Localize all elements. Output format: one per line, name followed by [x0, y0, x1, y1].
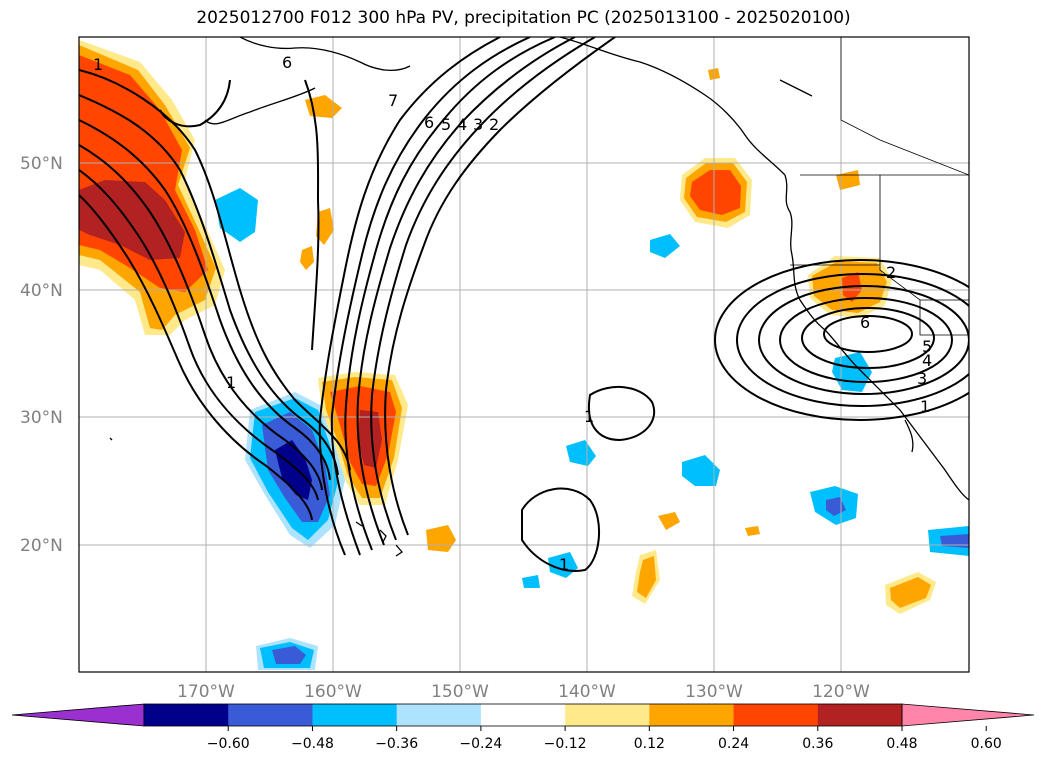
- pv-contour-labels: 6 7 6 5 4 3 2 1 1 2 6 5 4 3 1 1 1: [93, 53, 932, 574]
- precip-anomaly-positive: [690, 170, 741, 215]
- pv-contour-label: 6: [282, 53, 292, 72]
- colorbar-outline: [143, 703, 903, 727]
- lat-label-40n: 40°N: [20, 281, 63, 301]
- pv-contour-line: [521, 487, 601, 572]
- precip-anomaly-negative: [522, 575, 540, 588]
- precip-anomaly-negative: [566, 440, 596, 466]
- precip-anomaly-positive: [745, 526, 760, 536]
- pv-contour-label: 3: [473, 115, 483, 134]
- colorbar-bin: [565, 704, 650, 726]
- pv-contour-line: [79, 94, 339, 476]
- pv-contour-line: [79, 119, 331, 481]
- pv-contours: [79, 37, 969, 572]
- latitude-labels: 50°N 40°N 30°N 20°N: [20, 154, 63, 556]
- colorbar-bin: [144, 704, 229, 726]
- pv-contour-line: [384, 37, 616, 536]
- colorbar-bin: [733, 704, 819, 726]
- precip-anomaly-positive: [637, 556, 656, 598]
- precip-anomaly-positive: [358, 410, 382, 468]
- pv-contour-line: [758, 285, 969, 395]
- precip-anomaly-positive: [426, 525, 456, 552]
- colorbar-tick-label: 0.24: [718, 736, 749, 752]
- colorbar-tick-label: −0.12: [544, 736, 587, 752]
- pv-contour-label: 1: [559, 555, 569, 574]
- lon-label-170w: 170°W: [177, 682, 235, 702]
- lat-label-20n: 20°N: [20, 536, 63, 556]
- pv-contour-line: [714, 259, 969, 421]
- pv-contour-line: [370, 37, 596, 541]
- colorbar-tick-label: 0.36: [802, 736, 833, 752]
- pv-contour-line: [318, 37, 501, 556]
- pv-contour-line: [330, 37, 531, 556]
- colorbar-tick-label: −0.24: [459, 736, 502, 752]
- lon-label-130w: 130°W: [685, 682, 743, 702]
- lon-label-150w: 150°W: [431, 682, 489, 702]
- pv-contour-label: 6: [860, 313, 870, 332]
- pv-contour-line: [801, 307, 935, 369]
- precip-anomaly-positive: [300, 246, 314, 270]
- colorbar-bin: [396, 704, 482, 726]
- pv-contour-line: [79, 169, 319, 501]
- pv-contour-label: 1: [920, 397, 930, 416]
- pv-contour-label: 5: [441, 115, 451, 134]
- pv-contour-label: 6: [424, 113, 434, 132]
- pv-contour-line: [823, 315, 913, 353]
- pv-contour-label: 2: [886, 263, 896, 282]
- pv-contour-label: 4: [922, 351, 932, 370]
- pv-contour-line: [159, 79, 231, 128]
- colorbar-tick-label: −0.60: [207, 736, 250, 752]
- pv-contour-label: 7: [388, 91, 398, 110]
- lon-label-160w: 160°W: [304, 682, 362, 702]
- colorbar-tick-label: −0.48: [291, 736, 334, 752]
- colorbar: −0.60 −0.48 −0.36 −0.24 −0.12 0.12 0.24 0.36 0.4…: [11, 703, 1035, 752]
- figure-title: 2025012700 F012 300 hPa PV, precipitatio…: [196, 8, 851, 28]
- colorbar-bin: [649, 704, 735, 726]
- pv-contour-line: [304, 79, 320, 351]
- pv-contour-label: 1: [584, 407, 594, 426]
- pv-contour-line: [344, 37, 556, 551]
- pv-contour-label: 4: [457, 115, 467, 134]
- precip-anomaly-positive: [836, 170, 860, 190]
- map-frame: [78, 36, 970, 673]
- precip-anomaly-positive: [658, 512, 680, 530]
- lat-label-50n: 50°N: [20, 154, 63, 174]
- pv-contour-line: [79, 144, 323, 491]
- lat-label-30n: 30°N: [20, 408, 63, 428]
- colorbar-tick-label: −0.36: [375, 736, 418, 752]
- lon-label-140w: 140°W: [558, 682, 616, 702]
- precip-anomaly-positive: [316, 208, 334, 245]
- colorbar-bin: [480, 704, 566, 726]
- pv-contour-label: 2: [489, 115, 499, 134]
- map-plot-area: 6 7 6 5 4 3 2 1 1 2 6 5 4 3 1 1 1: [79, 37, 969, 672]
- colorbar-tick-label: 0.60: [971, 736, 1002, 752]
- pv-contour-line: [736, 273, 969, 407]
- precip-anomaly-negative: [650, 234, 680, 258]
- pv-contour-line: [587, 385, 656, 442]
- colorbar-extend-max: [901, 703, 1035, 727]
- lon-label-120w: 120°W: [812, 682, 870, 702]
- pv-contour-line: [79, 194, 313, 521]
- colorbar-bin: [228, 704, 313, 726]
- longitude-labels: 170°W 160°W 150°W 140°W 130°W 120°W: [177, 682, 870, 702]
- colorbar-tick-label: 0.48: [886, 736, 917, 752]
- precip-anomaly-negative: [215, 188, 258, 242]
- pv-contour-line: [779, 297, 953, 383]
- precip-anomaly-negative: [940, 534, 969, 548]
- precip-anomaly-negative: [682, 455, 720, 486]
- pv-contour-label: 5: [922, 337, 932, 356]
- pv-contour-label: 3: [917, 369, 927, 388]
- pv-contour-line: [356, 37, 576, 546]
- precip-anomaly-positive: [890, 577, 931, 608]
- pv-contour-label: 1: [226, 373, 236, 392]
- precip-anomaly-negative: [272, 646, 306, 664]
- colorbar-extend-min: [11, 703, 145, 727]
- colorbar-tick-label: 0.12: [634, 736, 665, 752]
- pv-contour-label: 1: [93, 55, 103, 74]
- precip-anomaly-negative: [832, 352, 872, 392]
- colorbar-bin: [817, 704, 903, 726]
- colorbar-bin: [312, 704, 398, 726]
- precip-anomaly-positive: [79, 180, 185, 260]
